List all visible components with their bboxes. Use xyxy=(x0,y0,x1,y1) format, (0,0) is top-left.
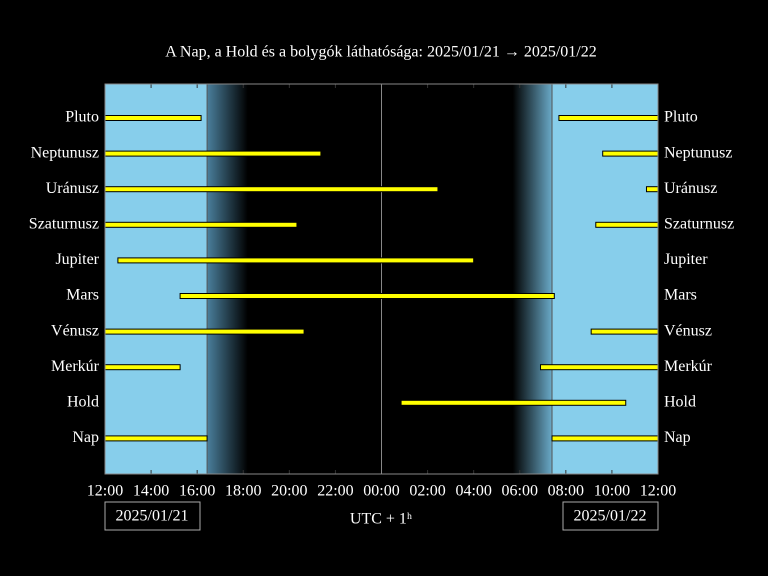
category-label: Uránusz xyxy=(664,180,717,197)
category-label: Pluto xyxy=(65,109,99,126)
category-label: Pluto xyxy=(664,109,698,126)
x-tick-label: 06:00 xyxy=(502,483,538,500)
category-label: Neptunusz xyxy=(31,144,99,161)
visibility-bar xyxy=(602,150,659,157)
visibility-bar xyxy=(104,435,208,442)
day xyxy=(105,84,208,474)
start-date: 2025/01/21 xyxy=(116,508,189,525)
visibility-bar xyxy=(104,150,322,157)
visibility-bar xyxy=(400,399,627,406)
day xyxy=(552,84,658,474)
category-label: Merkúr xyxy=(51,358,100,375)
visibility-bar xyxy=(117,257,475,264)
category-label: Hold xyxy=(664,393,696,410)
category-label: Nap xyxy=(72,429,99,446)
visibility-bar xyxy=(104,221,298,228)
dusk xyxy=(207,84,248,474)
x-tick-label: 12:00 xyxy=(87,483,123,500)
category-label: Vénusz xyxy=(51,322,99,339)
visibility-bar xyxy=(595,221,659,228)
visibility-bar xyxy=(539,364,659,371)
date-box xyxy=(104,501,201,531)
visibility-bar xyxy=(551,435,659,442)
visibility-bar xyxy=(104,364,181,371)
category-label: Nap xyxy=(664,429,691,446)
x-tick-label: 12:00 xyxy=(640,483,676,500)
visibility-bar xyxy=(104,328,305,335)
category-label: Mars xyxy=(664,287,697,304)
x-tick-label: 16:00 xyxy=(179,483,215,500)
x-axis-label: UTC + 1ʰ xyxy=(350,511,412,528)
x-tick-label: 20:00 xyxy=(271,483,307,500)
x-tick-label: 10:00 xyxy=(594,483,630,500)
x-tick-label: 18:00 xyxy=(225,483,261,500)
category-label: Merkúr xyxy=(664,358,713,375)
category-label: Vénusz xyxy=(664,322,712,339)
plot-frame xyxy=(104,83,659,475)
category-label: Jupiter xyxy=(664,251,708,268)
x-tick-label: 22:00 xyxy=(317,483,353,500)
x-tick-label: 00:00 xyxy=(363,483,399,500)
dawn xyxy=(512,84,553,474)
end-date: 2025/01/22 xyxy=(574,508,647,525)
date-box xyxy=(562,501,659,531)
visibility-bar xyxy=(645,186,659,193)
visibility-bar xyxy=(104,186,439,193)
category-label: Neptunusz xyxy=(664,144,732,161)
x-tick-label: 08:00 xyxy=(548,483,584,500)
x-tick-label: 02:00 xyxy=(409,483,445,500)
visibility-bar xyxy=(590,328,659,335)
visibility-bar xyxy=(179,293,555,299)
category-label: Uránusz xyxy=(46,180,99,197)
category-label: Mars xyxy=(66,287,99,304)
visibility-bar xyxy=(104,115,202,121)
category-label: Hold xyxy=(67,393,99,410)
category-label: Szaturnusz xyxy=(664,215,734,232)
visibility-bar xyxy=(558,115,659,121)
x-tick-label: 14:00 xyxy=(133,483,169,500)
category-label: Jupiter xyxy=(55,251,99,268)
plot-area: 12:00 14:00 16:00 18:00 20:00 22:00 00:00 02:00… xyxy=(29,83,734,500)
x-tick-label: 04:00 xyxy=(455,483,491,500)
category-label: Szaturnusz xyxy=(29,215,99,232)
chart-title: A Nap, a Hold és a bolygók láthatósága: … xyxy=(165,44,597,61)
